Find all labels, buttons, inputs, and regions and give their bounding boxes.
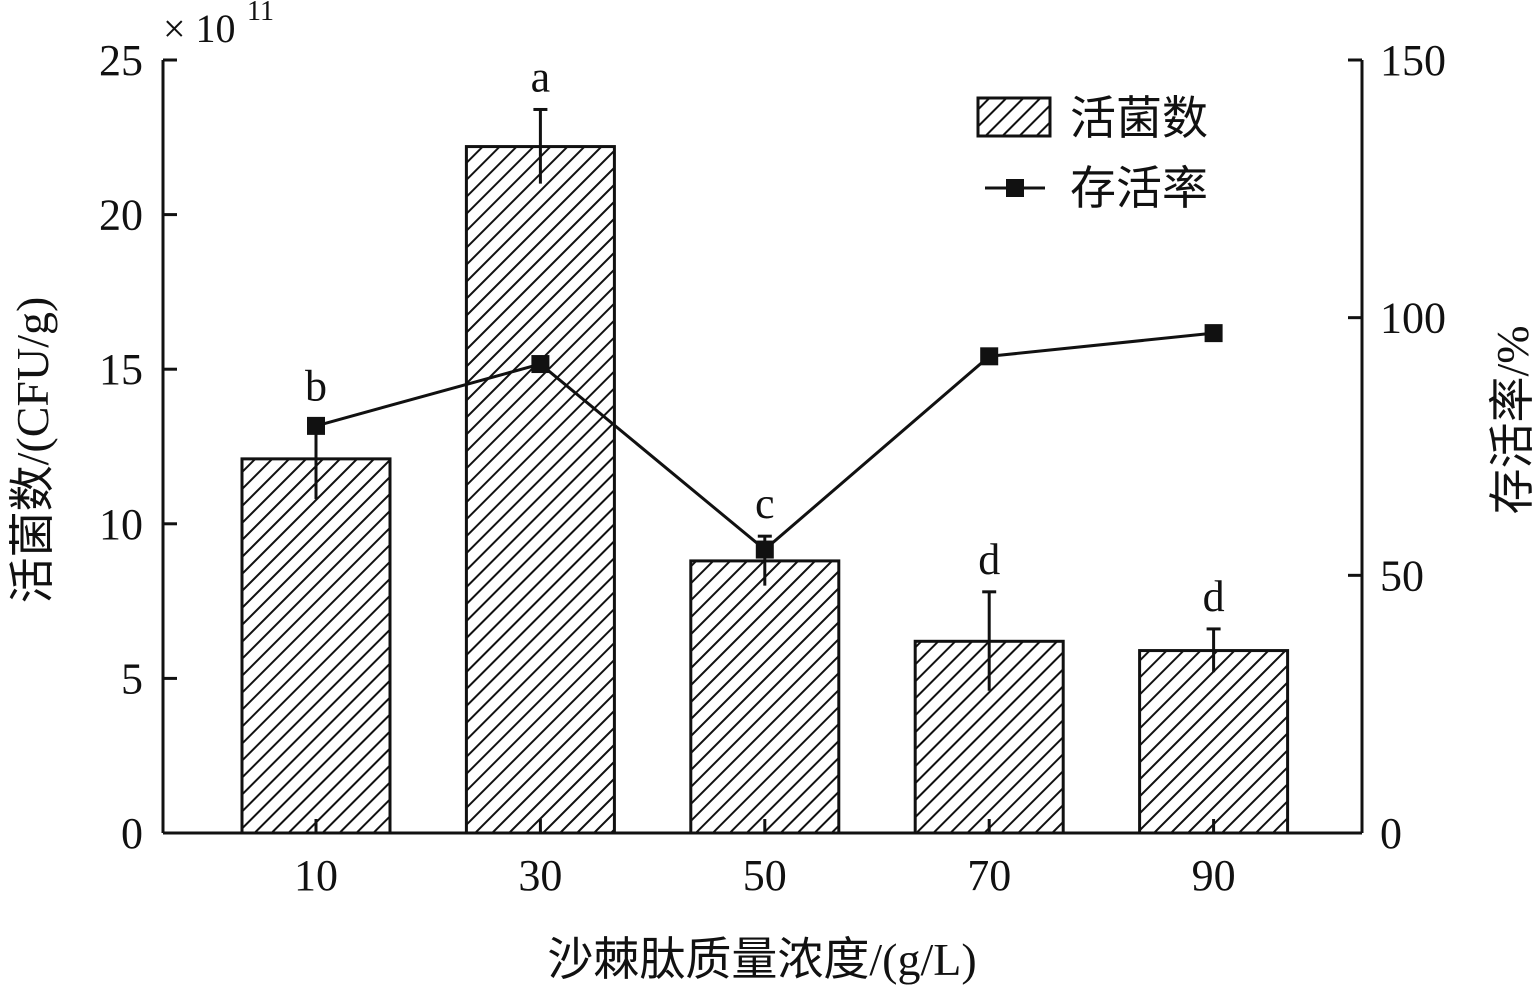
left-y-tick-group: 0 5 10 15 20 25: [99, 36, 177, 858]
y2-tick-label-0: 0: [1380, 809, 1402, 858]
left-y-axis-title: 活菌数/(CFU/g): [7, 297, 58, 604]
legend-bar-label: 活菌数: [1070, 93, 1208, 144]
legend: 活菌数 存活率: [976, 93, 1208, 214]
significance-label-50: c: [755, 479, 775, 528]
y-tick-label-15: 15: [99, 345, 143, 394]
y-tick-label-0: 0: [121, 809, 143, 858]
significance-label-90: d: [1203, 572, 1225, 621]
legend-bar-swatch: [976, 96, 1052, 138]
right-y-axis-title: 存活率/%: [1487, 325, 1538, 514]
legend-line-marker: [1006, 179, 1024, 197]
significance-label-group: b a c d d: [305, 52, 1225, 620]
y2-tick-label-50: 50: [1380, 551, 1424, 600]
x-tick-label-90: 90: [1192, 851, 1236, 900]
y2-tick-label-150: 150: [1380, 36, 1446, 85]
y-tick-label-10: 10: [99, 500, 143, 549]
survival-point-50: [755, 540, 774, 559]
survival-point-10: [307, 416, 325, 435]
y-tick-label-20: 20: [99, 191, 143, 240]
y-tick-label-25: 25: [99, 36, 143, 85]
y-tick-label-5: 5: [121, 654, 143, 703]
significance-label-10: b: [305, 362, 327, 411]
x-tick-label-10: 10: [294, 851, 338, 900]
survival-point-90: [1204, 324, 1223, 343]
x-tick-label-50: 50: [743, 851, 787, 900]
survival-point-30: [531, 355, 550, 374]
bar-10: [240, 457, 392, 835]
x-tick-group: 10 30 50 70 90: [294, 819, 1236, 900]
x-axis-title: 沙棘肽质量浓度/(g/L): [547, 934, 976, 985]
y-multiplier-label: × 10: [163, 6, 236, 51]
bar-70: [913, 639, 1065, 835]
y-multiplier-exponent: 11: [247, 0, 274, 27]
survival-point-70: [980, 347, 999, 366]
bar-30: [464, 145, 616, 835]
bar-90: [1138, 649, 1290, 835]
right-y-tick-group: 0 50 100 150: [1348, 36, 1446, 858]
y2-tick-label-100: 100: [1380, 294, 1446, 343]
significance-label-70: d: [978, 535, 1000, 584]
x-tick-label-70: 70: [967, 851, 1011, 900]
legend-line-label: 存活率: [1070, 163, 1208, 214]
significance-label-30: a: [531, 52, 551, 101]
bar-50: [689, 559, 841, 835]
x-tick-label-30: 30: [518, 851, 562, 900]
survival-line-group: [307, 324, 1223, 559]
